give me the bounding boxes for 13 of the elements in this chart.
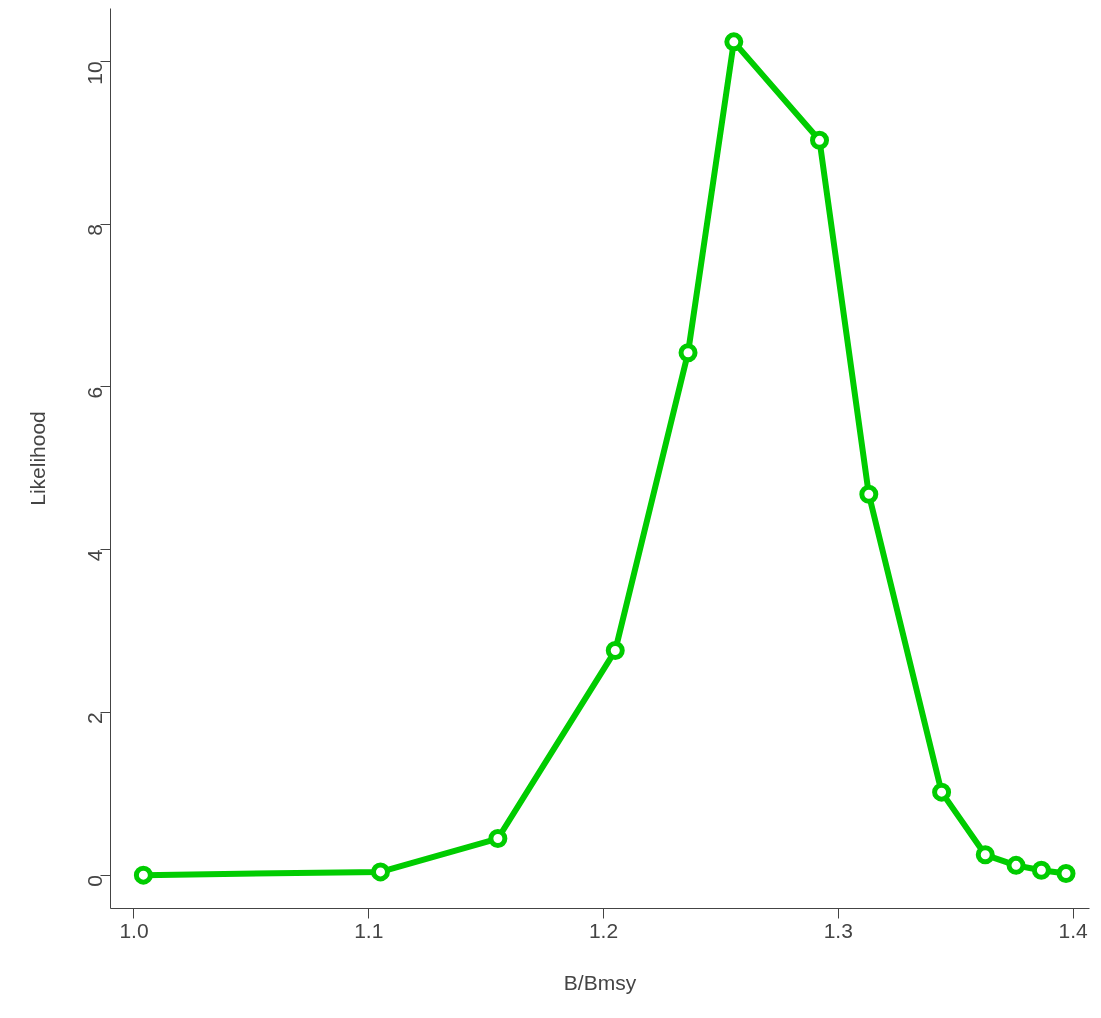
x-tick-label: 1.2: [588, 918, 619, 942]
y-tick-label: 2: [83, 712, 107, 725]
y-tick-label: 8: [83, 224, 107, 236]
x-tick-label: 1.0: [119, 918, 149, 942]
x-tick-label: 1.4: [1058, 918, 1088, 942]
y-axis-title: Likelihood: [25, 411, 49, 506]
y-tick-label: 0: [83, 875, 107, 887]
x-tick-label: 1.3: [823, 918, 853, 942]
y-tick-label: 10: [83, 61, 107, 85]
x-tick-label: 1.1: [354, 918, 384, 942]
y-tick-label: 6: [83, 386, 107, 399]
y-tick-label: 4: [83, 549, 107, 562]
x-axis-title: B/Bmsy: [563, 970, 637, 994]
